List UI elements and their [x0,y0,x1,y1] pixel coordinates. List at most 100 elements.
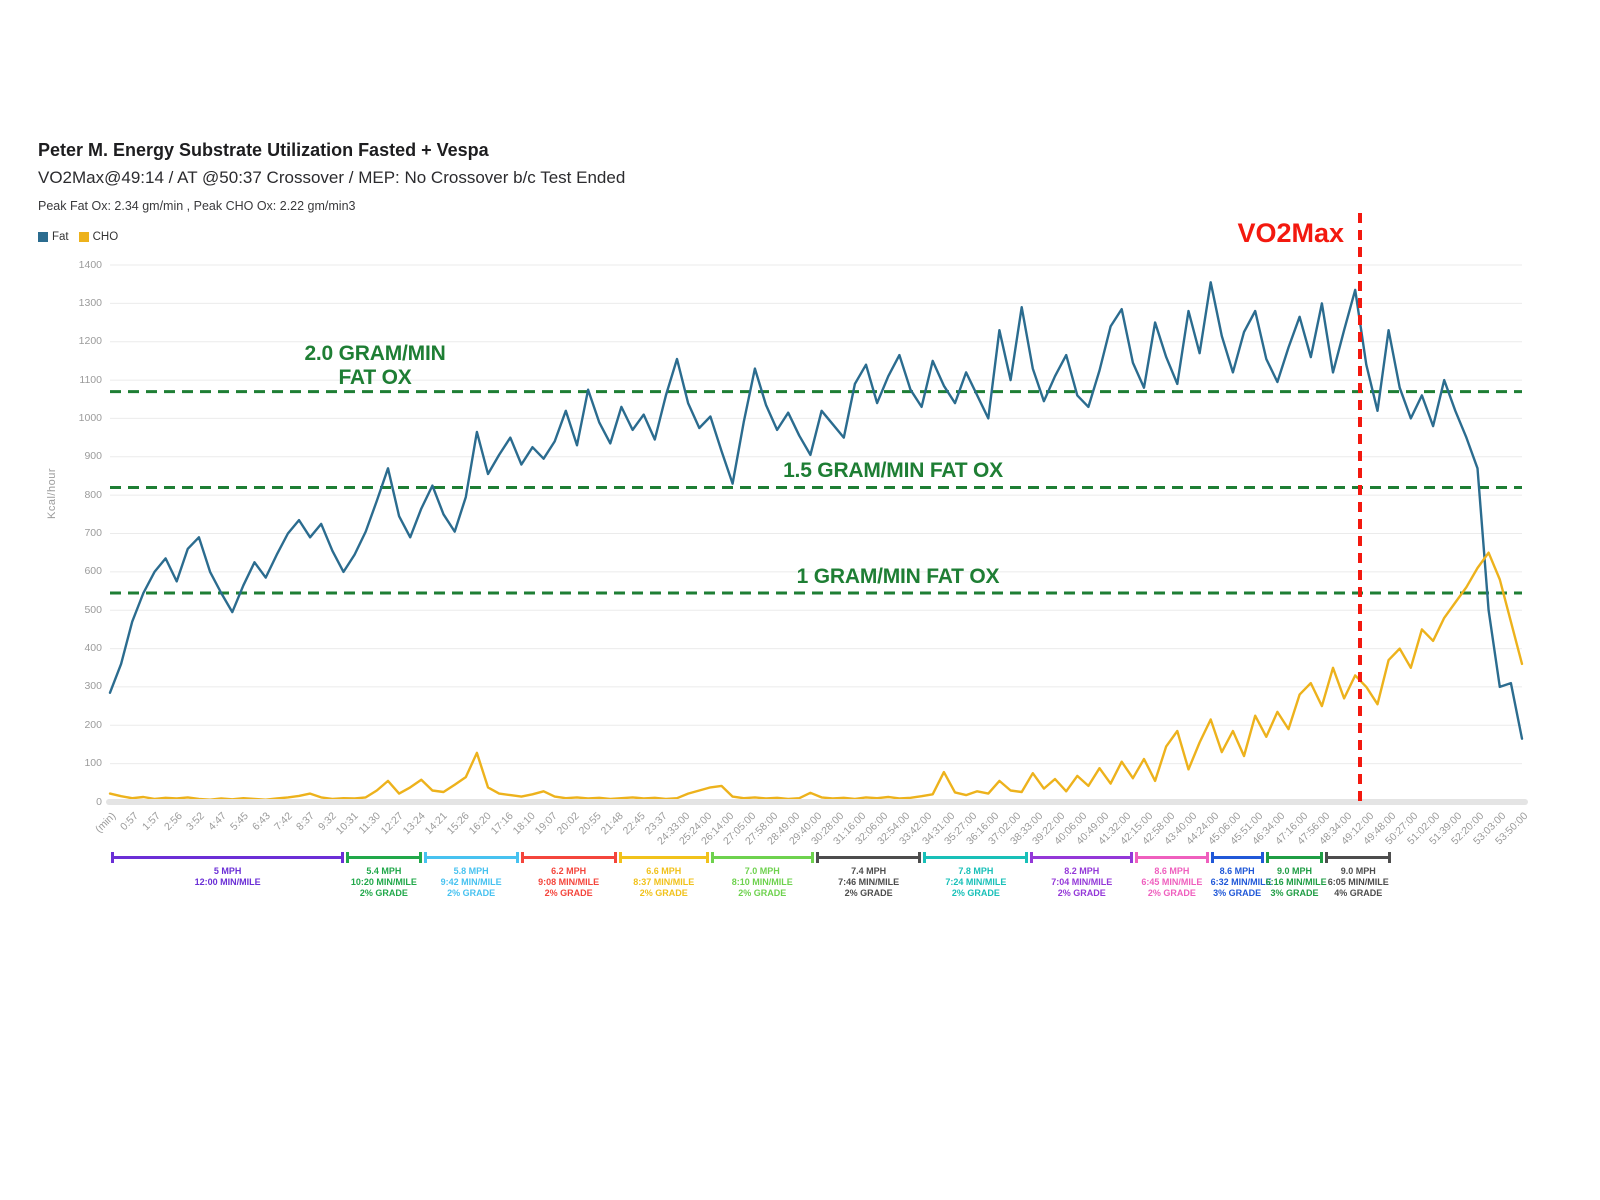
ref-label-1-5gram: 1.5 GRAM/MIN FAT OX [783,459,1003,483]
legend-item-fat: Fat [38,231,69,243]
stage-end-tick [515,852,519,863]
page-title: Peter M. Energy Substrate Utilization Fa… [38,140,489,160]
y-tick-label: 400 [84,642,102,655]
stage-bar [1030,852,1134,863]
stage-end-tick [923,852,927,863]
stage-end-tick [341,852,345,863]
stage-end-tick [613,852,617,863]
stage-end-tick [1388,852,1392,863]
ref-label-2gram: 2.0 GRAM/MIN FAT OX [304,341,446,389]
stage-line [523,856,614,859]
y-tick-label: 200 [84,718,102,731]
stage-line [349,856,419,859]
stage-line [1213,856,1261,859]
stage-segment: 7.4 MPH 7:46 MIN/MILE 2% GRADE [815,852,922,899]
stage-line [926,856,1026,859]
stage-segment: 8.6 MPH 6:32 MIN/MILE 3% GRADE [1210,852,1272,899]
cho-series-line [108,551,1524,801]
stage-end-tick [1025,852,1029,863]
page-subtitle: VO2Max@49:14 / AT @50:37 Crossover / MEP… [38,168,626,187]
stage-label: 6.2 MPH 9:08 MIN/MILE 2% GRADE [538,866,600,898]
y-tick-label: 1200 [78,335,102,348]
stage-bar [520,852,617,863]
stage-bar [618,852,709,863]
fat-swatch-icon [38,232,48,242]
stage-end-tick [1320,852,1324,863]
x-axis-baseline [106,799,1528,805]
stage-end-tick [1260,852,1264,863]
stage-row: 5 MPH 12:00 MIN/MILE 5.4 MPH 10:20 MIN/MILE… [110,852,1392,899]
stage-end-tick [346,852,350,863]
stage-segment: 7.0 MPH 8:10 MIN/MILE 2% GRADE [710,852,814,899]
stage-bar [1265,852,1324,863]
y-tick-label: 1100 [79,373,102,386]
y-axis-title: Kcal/hour [46,468,58,519]
stage-line [426,856,516,859]
stage-label: 7.0 MPH 8:10 MIN/MILE 2% GRADE [731,866,793,898]
stage-end-tick [1265,852,1269,863]
stage-label: 6.6 MPH 8:37 MIN/MILE 2% GRADE [633,866,695,898]
stage-segment: 8.6 MPH 6:45 MIN/MILE 2% GRADE [1135,852,1209,899]
chart-canvas [108,264,1524,803]
stage-segment: 9.0 MPH 6:16 MIN/MILE 3% GRADE [1265,852,1327,899]
y-tick-label: 1300 [78,296,102,309]
stage-label: 5.8 MPH 9:42 MIN/MILE 2% GRADE [440,866,502,898]
stage-bar [923,852,1029,863]
peak-ox-stats: Peak Fat Ox: 2.34 gm/min , Peak CHO Ox: … [38,199,356,213]
stage-bar [423,852,519,863]
stage-label: 8.6 MPH 6:32 MIN/MILE 3% GRADE [1210,866,1272,898]
stage-bar [710,852,814,863]
stage-end-tick [423,852,427,863]
vo2max-marker-line [1358,213,1363,802]
stage-end-tick [1030,852,1034,863]
stage-segment: 8.2 MPH 7:04 MIN/MILE 2% GRADE [1030,852,1134,899]
legend-label-cho: CHO [92,231,119,243]
stage-line [713,856,811,859]
stage-bar [346,852,422,863]
y-tick-label: 1000 [78,411,102,424]
stage-segment: 5.8 MPH 9:42 MIN/MILE 2% GRADE [423,852,519,899]
stage-line [1268,856,1321,859]
stage-line [621,856,706,859]
stage-segment: 5 MPH 12:00 MIN/MILE [111,852,345,899]
stage-end-tick [1135,852,1139,863]
stage-line [1033,856,1131,859]
stage-line [114,856,342,859]
vo2max-label: VO2Max [1237,218,1344,248]
stage-label: 5 MPH 12:00 MIN/MILE [194,866,261,887]
ref-label-1gram: 1 GRAM/MIN FAT OX [796,564,1000,588]
y-tick-label: 800 [84,488,102,501]
stage-end-tick [1205,852,1209,863]
y-tick-label: 1400 [78,258,102,271]
stage-end-tick [418,852,422,863]
stage-end-tick [1210,852,1214,863]
stage-bar [1325,852,1392,863]
stage-end-tick [705,852,709,863]
cho-swatch-icon [78,232,89,242]
stage-bar [111,852,345,863]
stage-end-tick [618,852,622,863]
y-tick-label: 0 [96,795,102,808]
stage-end-tick [111,852,114,863]
stage-label: 7.8 MPH 7:24 MIN/MILE 2% GRADE [945,866,1007,898]
chart-legend: Fat CHO [38,231,118,243]
stage-bar [1135,852,1209,863]
y-tick-label: 600 [84,565,102,578]
stage-end-tick [710,852,714,863]
stage-end-tick [1130,852,1134,863]
stage-label: 8.6 MPH 6:45 MIN/MILE 2% GRADE [1141,866,1203,898]
stage-end-tick [918,852,922,863]
stage-label: 7.4 MPH 7:46 MIN/MILE 2% GRADE [838,866,900,898]
legend-label-fat: Fat [52,231,69,243]
y-tick-label: 100 [84,757,102,770]
legend-item-cho: CHO [78,231,119,243]
stage-label: 9.0 MPH 6:05 MIN/MILE 4% GRADE [1327,866,1389,898]
stage-bar [1210,852,1264,863]
stage-line [1138,856,1206,859]
stage-segment: 9.0 MPH 6:05 MIN/MILE 4% GRADE [1325,852,1392,899]
stage-end-tick [1325,852,1329,863]
stage-label: 8.2 MPH 7:04 MIN/MILE 2% GRADE [1051,866,1113,898]
stage-segment: 7.8 MPH 7:24 MIN/MILE 2% GRADE [923,852,1029,899]
stage-label: 9.0 MPH 6:16 MIN/MILE 3% GRADE [1265,866,1327,898]
